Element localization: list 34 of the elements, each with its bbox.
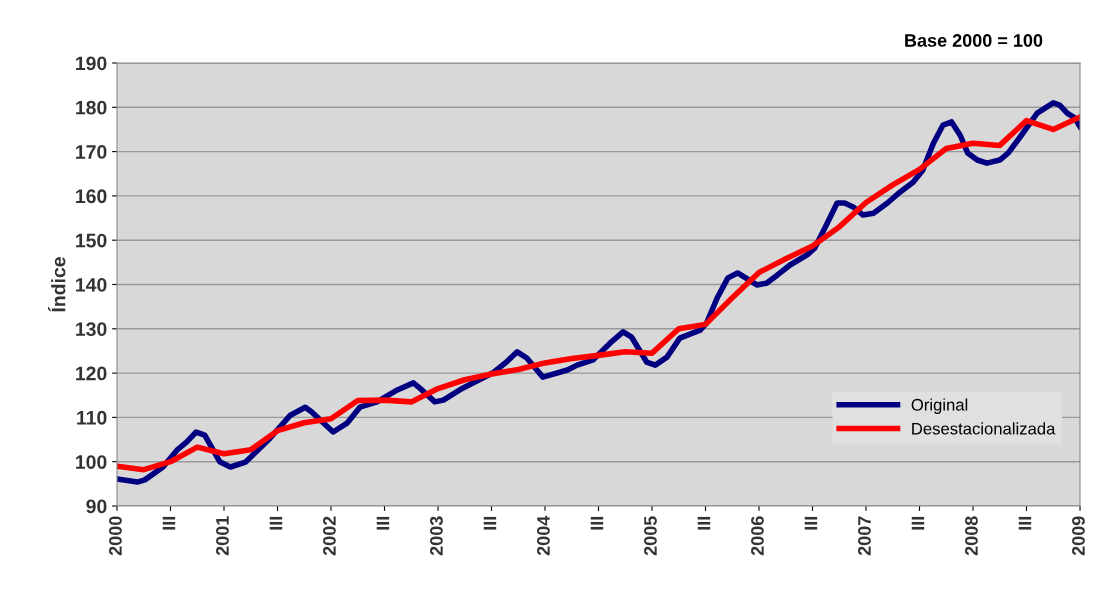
x-tick-label: 2007 (858, 516, 871, 556)
legend-label: Original (911, 398, 968, 414)
x-tick-label: 2006 (751, 516, 764, 556)
x-tick-label: III (1018, 516, 1032, 530)
y-tick-label: 130 (76, 322, 107, 337)
x-tick-label: III (590, 516, 604, 530)
x-tick-label: 2001 (216, 516, 229, 556)
y-tick-label: 90 (86, 499, 107, 514)
y-tick-label: 100 (76, 455, 107, 469)
x-tick-label: III (697, 516, 711, 530)
y-axis-title: Índice (48, 257, 66, 312)
x-tick-label: 2000 (109, 516, 122, 556)
x-tick-label: III (162, 516, 176, 530)
y-tick-label: 110 (77, 410, 107, 425)
x-tick-label: 2002 (323, 516, 336, 556)
y-tick-label: 160 (76, 189, 107, 204)
x-tick-label: 2005 (644, 516, 657, 556)
x-tick-label: III (269, 516, 283, 530)
x-tick-label: III (911, 516, 925, 530)
y-tick-label: 120 (76, 366, 107, 381)
x-tick-label: III (483, 516, 497, 530)
y-tick-label: 150 (76, 233, 107, 248)
x-tick-label: III (376, 516, 390, 530)
y-tick-label: 190 (76, 56, 107, 71)
y-tick-label: 140 (76, 277, 107, 292)
x-tick-label: III (804, 516, 818, 530)
y-tick-label: 180 (76, 100, 107, 115)
x-tick-label: 2009 (1072, 516, 1085, 556)
x-tick-label: 2003 (430, 516, 443, 556)
text: Base 2000 = 100 (905, 34, 1043, 47)
x-tick-label: 2008 (965, 516, 978, 556)
y-tick-label: 170 (76, 145, 107, 159)
x-tick-label: 2004 (537, 515, 550, 556)
legend-label: Desestacionalizada (912, 422, 1056, 435)
